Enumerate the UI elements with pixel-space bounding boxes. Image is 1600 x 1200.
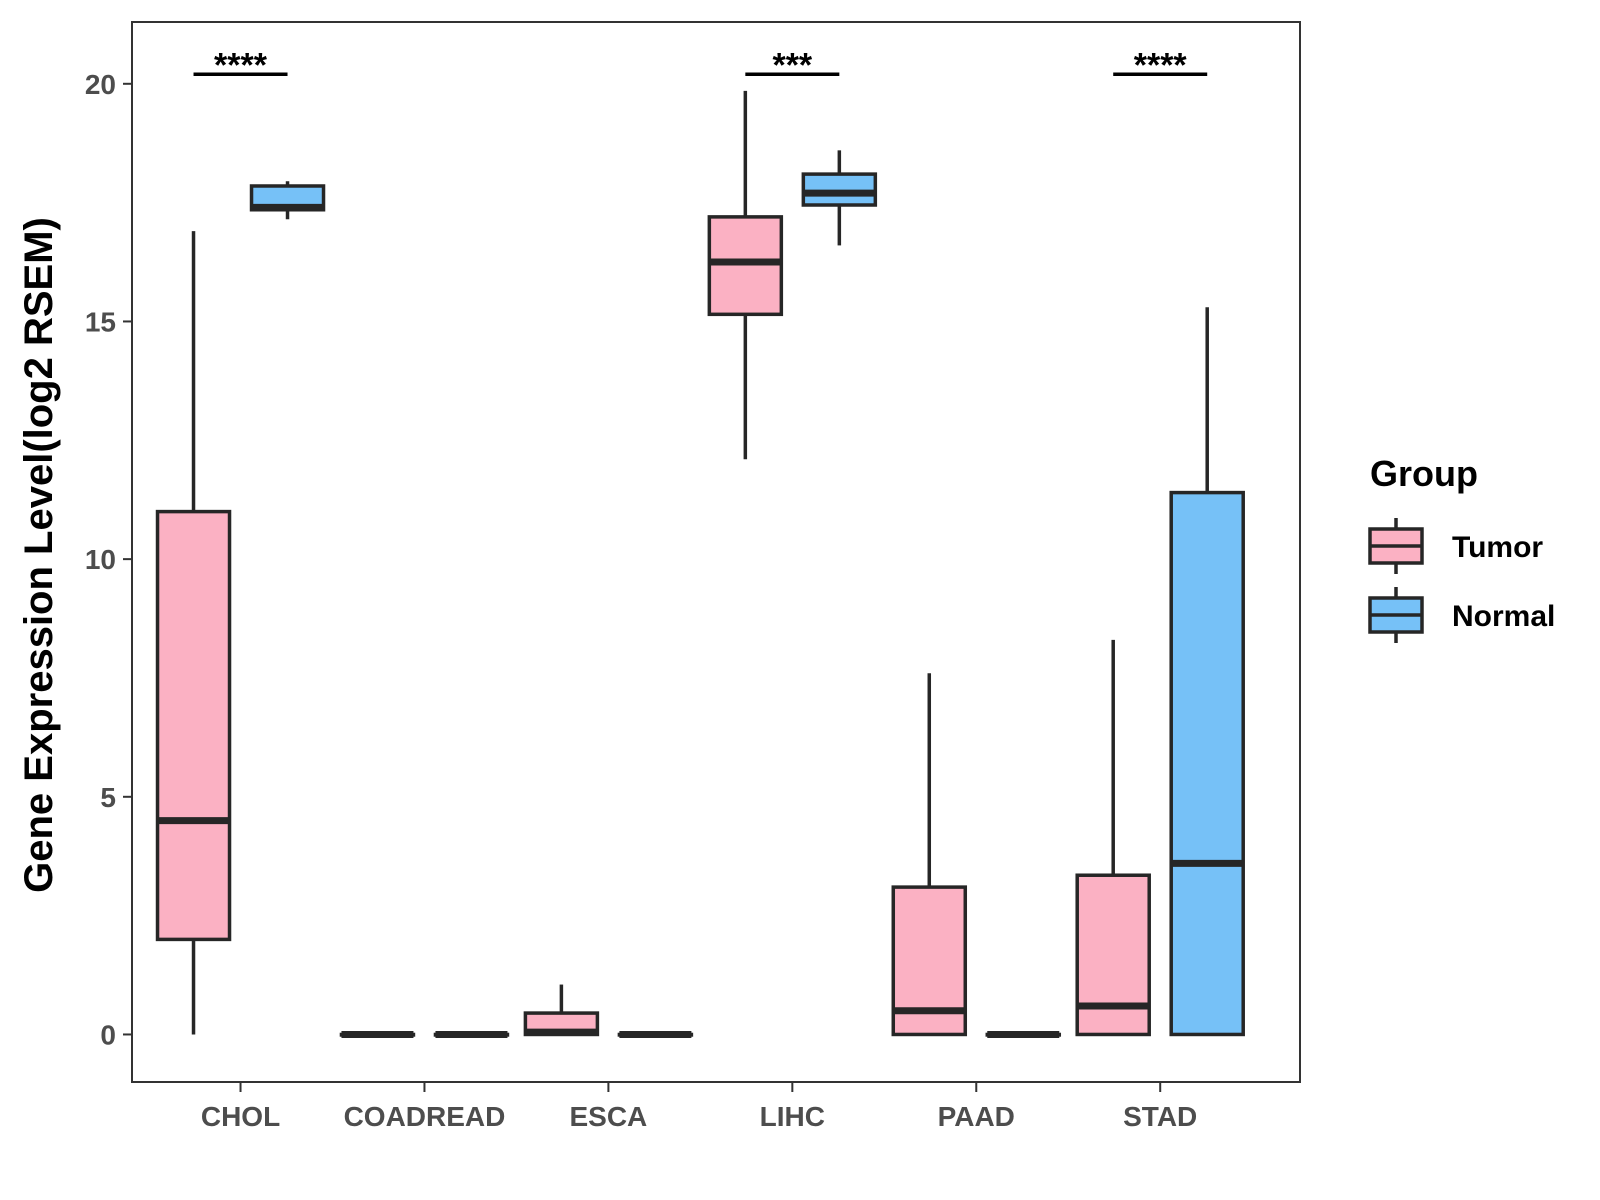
significance-label: **** <box>1134 46 1188 84</box>
box-normal-coadread <box>433 1030 510 1038</box>
significance-chol: **** <box>193 46 288 84</box>
x-tick-label: CHOL <box>201 1101 280 1132</box>
y-axis-title: Gene Expression Level(log2 RSEM) <box>17 217 61 893</box>
y-tick-label: 5 <box>100 782 116 813</box>
y-axis: 0 5 10 15 20 <box>85 69 132 1050</box>
plot-area: **** *** **** <box>131 21 1301 1083</box>
x-tick-label: ESCA <box>569 1101 647 1132</box>
x-tick-label: LIHC <box>760 1101 825 1132</box>
x-tick-label: STAD <box>1123 1101 1197 1132</box>
box-normal-paad <box>985 1030 1062 1038</box>
box-iqr <box>1169 490 1245 1037</box>
box-normal-chol <box>249 181 326 220</box>
legend-title: Group <box>1370 453 1478 494</box>
x-tick-label: COADREAD <box>344 1101 506 1132</box>
box-iqr <box>707 215 784 317</box>
box-tumor-esca <box>523 984 600 1037</box>
significance-stad: **** <box>1113 46 1208 84</box>
box-tumor-paad <box>891 673 968 1037</box>
box-tumor-coadread <box>339 1030 416 1038</box>
box-iqr <box>155 509 232 942</box>
y-tick-label: 20 <box>85 69 116 100</box>
x-tick-label: PAAD <box>938 1101 1015 1132</box>
box-normal-stad <box>1169 307 1245 1037</box>
legend-label: Normal <box>1452 600 1555 633</box>
y-tick-label: 10 <box>85 544 116 575</box>
box-tumor-lihc <box>707 90 784 460</box>
legend-label: Tumor <box>1452 531 1543 564</box>
significance-label: *** <box>772 46 812 84</box>
box-iqr <box>801 172 878 207</box>
significance-lihc: *** <box>745 46 840 84</box>
box-tumor-chol <box>155 231 232 1035</box>
y-tick-label: 0 <box>100 1019 116 1050</box>
x-axis: CHOL COADREAD ESCA LIHC PAAD STAD <box>201 1082 1197 1132</box>
legend-entry-tumor: Tumor <box>1368 518 1543 574</box>
panel-border <box>131 21 1301 1083</box>
significance-label: **** <box>214 46 268 84</box>
y-tick-label: 15 <box>85 306 116 337</box>
legend: Group Tumor Normal <box>1368 453 1555 643</box>
box-tumor-stad <box>1075 639 1151 1037</box>
box-normal-esca <box>617 1030 694 1038</box>
box-normal-lihc <box>801 150 878 246</box>
legend-entry-normal: Normal <box>1368 587 1555 643</box>
box-iqr <box>1075 873 1151 1037</box>
